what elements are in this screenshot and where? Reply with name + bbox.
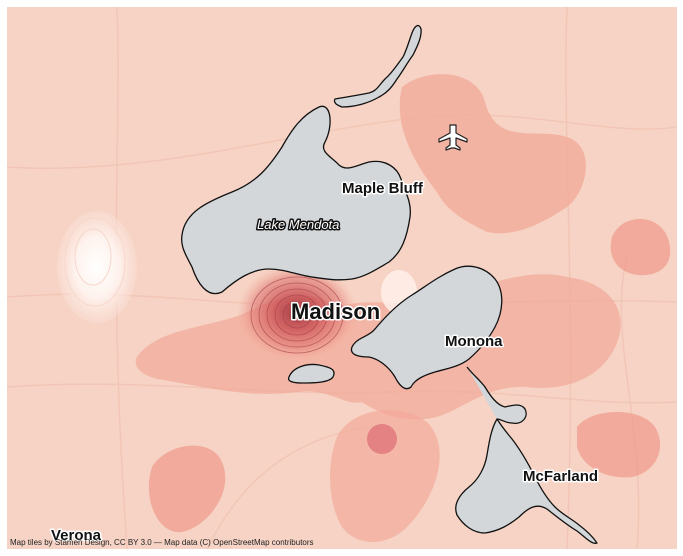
heat-region-southeast xyxy=(577,412,661,478)
label-maple-bluff: Maple Bluff xyxy=(342,180,424,197)
heat-spot-madison xyxy=(237,264,357,360)
river-yahara-south xyxy=(466,366,527,424)
lake-monona xyxy=(350,265,503,390)
water-layer xyxy=(181,24,598,544)
lake-mendota xyxy=(181,105,412,295)
heat-contours-madison xyxy=(250,276,344,354)
heat-region-southwest xyxy=(148,445,226,533)
label-lake-mendota: Lake Mendota xyxy=(257,217,339,232)
river-yahara-north xyxy=(333,24,422,108)
heat-region-south xyxy=(330,410,440,542)
airport-icon[interactable] xyxy=(438,124,468,151)
label-madison: Madison xyxy=(291,299,380,324)
label-mcfarland: McFarland xyxy=(523,468,598,485)
cold-contours-west xyxy=(64,217,126,307)
cold-spot-west xyxy=(57,211,137,323)
label-verona: Verona xyxy=(51,527,102,544)
lake-waubesa xyxy=(455,418,598,544)
map-canvas[interactable]: Maple Bluff Lake Mendota Madison Monona … xyxy=(7,7,677,549)
map-attribution: Map tiles by Stamen Design, CC BY 3.0 — … xyxy=(10,538,314,547)
heat-spot-south xyxy=(367,424,397,454)
heat-region-east xyxy=(610,218,671,276)
heat-region-airport xyxy=(399,74,586,234)
lake-wingra xyxy=(287,363,335,384)
label-monona: Monona xyxy=(445,333,503,350)
map-frame[interactable]: Maple Bluff Lake Mendota Madison Monona … xyxy=(7,7,677,549)
